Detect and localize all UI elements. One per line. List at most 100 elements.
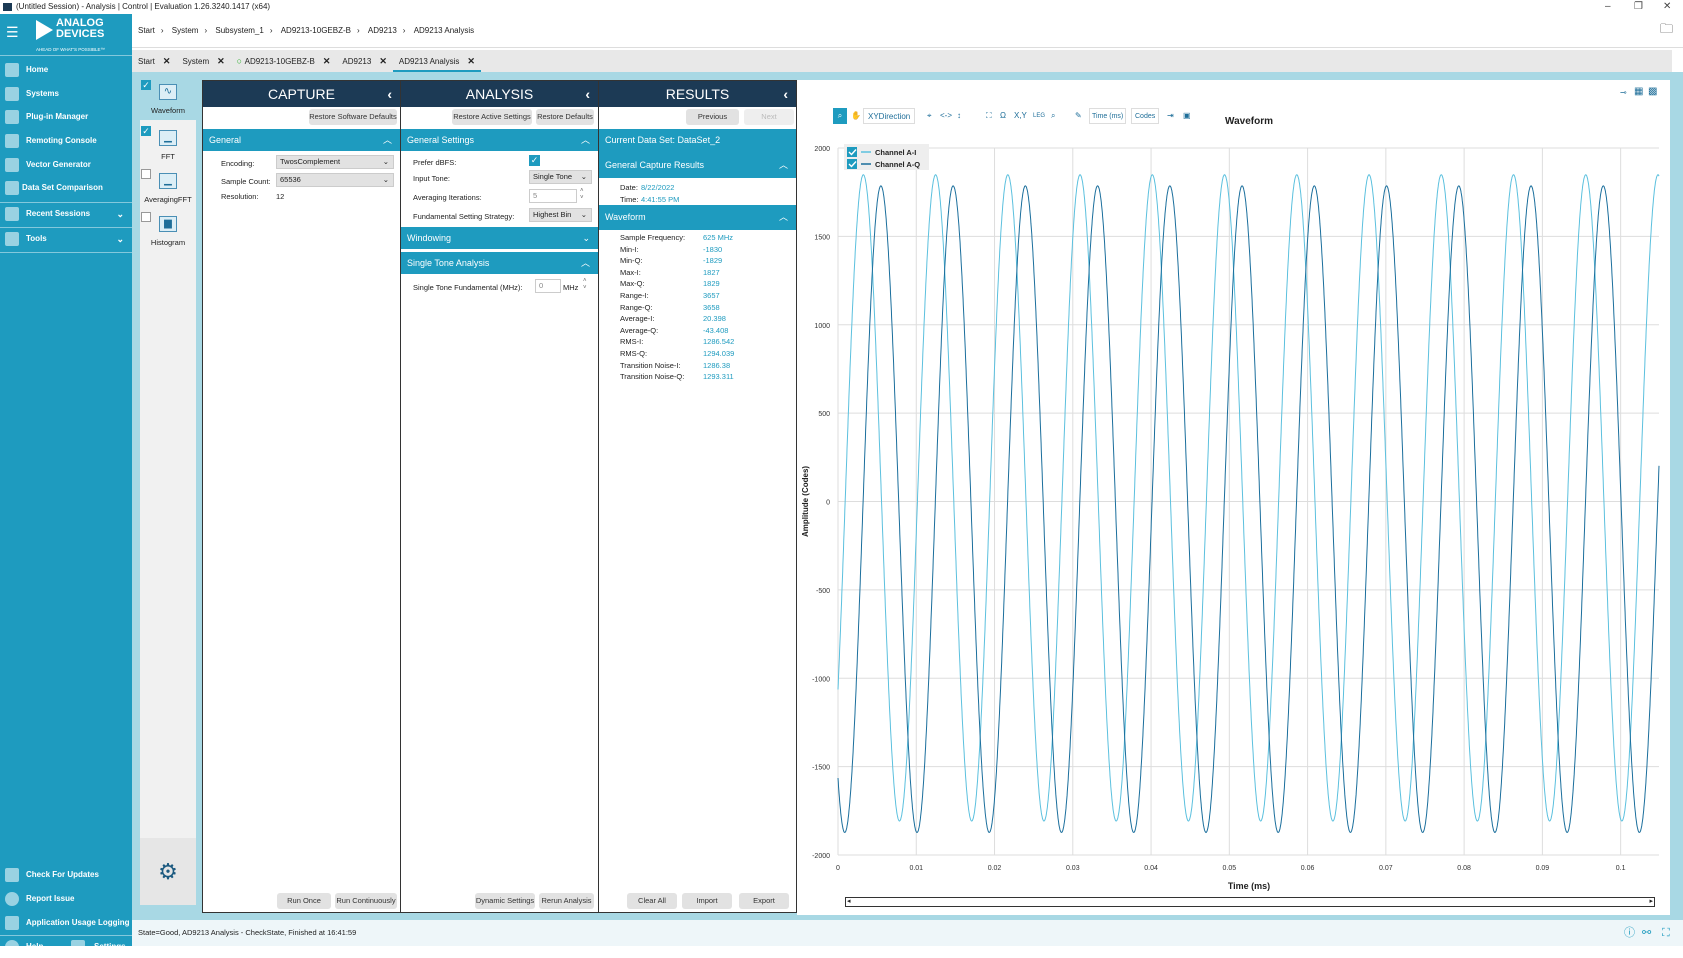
pencil-icon[interactable]: ✎: [1075, 111, 1082, 120]
help-button[interactable]: Help: [0, 936, 66, 958]
crosshair-icon[interactable]: ⌖: [927, 111, 932, 120]
close-tab-icon[interactable]: ✕: [322, 56, 331, 66]
close-tab-icon[interactable]: ✕: [467, 56, 475, 66]
y-unit-select[interactable]: Codes: [1131, 108, 1160, 124]
section-capture-results[interactable]: General Capture Results ︿: [599, 153, 796, 178]
previous-button[interactable]: Previous: [686, 109, 739, 125]
import-button[interactable]: Import: [682, 893, 732, 909]
grid-icon[interactable]: ▦: [1634, 86, 1644, 97]
pin-icon[interactable]: ⊸: [1620, 88, 1627, 97]
fullscreen-icon[interactable]: ⛶: [1662, 927, 1670, 939]
view-fft[interactable]: ✓ ▁ FFT: [140, 124, 196, 166]
horizontal-scrollbar[interactable]: ◂ ▸: [845, 897, 1655, 907]
rerun-analysis-button[interactable]: Rerun Analysis: [539, 893, 594, 909]
sidebar-item-systems[interactable]: Systems: [0, 83, 132, 105]
zoom-icon[interactable]: ⌕: [833, 108, 847, 124]
sidebar-item-recent-sessions[interactable]: Recent Sessions ⌄: [0, 203, 132, 225]
open-folder-icon[interactable]: 🗀: [1660, 21, 1674, 36]
close-tab-icon[interactable]: ✕: [162, 56, 171, 66]
breadcrumb-item[interactable]: AD9213: [367, 26, 397, 35]
stepper-icon[interactable]: ˄ ˅: [583, 278, 587, 291]
checkbox[interactable]: [141, 212, 151, 222]
stepper-icon[interactable]: ˄ ˅: [580, 188, 584, 201]
check-updates-button[interactable]: Check For Updates: [0, 864, 132, 886]
settings-gears-icon[interactable]: ⚙: [140, 838, 196, 905]
report-issue-button[interactable]: Report Issue: [0, 888, 132, 910]
hamburger-menu-icon[interactable]: ☰: [6, 24, 19, 40]
section-windowing[interactable]: Windowing ⌄: [401, 227, 598, 249]
sidebar-item-vector-generator[interactable]: Vector Generator: [0, 154, 132, 176]
section-title: Single Tone Analysis: [407, 258, 490, 268]
network-icon[interactable]: ⚯: [1642, 927, 1652, 939]
close-tab-icon[interactable]: ✕: [379, 56, 387, 66]
sidebar-item-remoting-console[interactable]: Remoting Console: [0, 130, 132, 152]
section-waveform[interactable]: Waveform ︿: [599, 205, 796, 230]
settings-button[interactable]: Settings: [66, 936, 132, 958]
close-tab-icon[interactable]: ✕: [217, 56, 225, 66]
close-button[interactable]: ✕: [1663, 1, 1672, 12]
restore-active-settings-button[interactable]: Restore Active Settings: [452, 109, 532, 125]
breadcrumb-item[interactable]: System: [171, 26, 199, 35]
breadcrumb-item[interactable]: Start: [138, 26, 155, 35]
scroll-left-icon[interactable]: ◂: [847, 898, 851, 905]
breadcrumb-item[interactable]: AD9213 Analysis: [413, 26, 475, 35]
sample-count-select[interactable]: 65536 ⌄: [276, 173, 394, 187]
view-averaging-fft[interactable]: ▁ AveragingFFT: [140, 167, 196, 209]
scroll-right-icon[interactable]: ▸: [1649, 898, 1653, 905]
pan-hand-icon[interactable]: ✋: [851, 111, 861, 120]
view-histogram[interactable]: ▆ Histogram: [140, 210, 196, 252]
clear-all-button[interactable]: Clear All: [627, 893, 677, 909]
export-image-icon[interactable]: ⇥: [1167, 111, 1174, 120]
magnify-icon[interactable]: ⌕: [1051, 111, 1056, 120]
fit-icon[interactable]: ⛶: [986, 111, 992, 120]
export-button[interactable]: Export: [739, 893, 789, 909]
collapse-icon[interactable]: ‹: [387, 86, 392, 102]
sidebar-item-home[interactable]: Home: [0, 59, 132, 81]
section-general[interactable]: General ︿: [203, 129, 400, 151]
run-once-button[interactable]: Run Once: [277, 893, 331, 909]
run-continuously-button[interactable]: Run Continuously: [335, 893, 397, 909]
sidebar-item-data-set-comparison[interactable]: Data Set Comparison: [0, 177, 132, 199]
tab-start[interactable]: Start ✕: [132, 50, 176, 72]
legend-toggle[interactable]: LEG: [1033, 113, 1046, 119]
prefer-dbfs-checkbox[interactable]: ✓: [529, 155, 540, 166]
pan-horizontal-icon[interactable]: <->: [940, 111, 953, 120]
fundamental-strategy-select[interactable]: Highest Bin ⌄: [529, 208, 592, 222]
layout-icon[interactable]: ▩: [1648, 86, 1658, 97]
encoding-select[interactable]: TwosComplement ⌄: [276, 155, 394, 169]
restore-button[interactable]: ❐: [1634, 1, 1643, 12]
next-button[interactable]: Next: [744, 109, 794, 125]
fundamental-input[interactable]: 0: [535, 279, 561, 293]
section-general-settings[interactable]: General Settings ︿: [401, 129, 598, 151]
view-waveform[interactable]: ✓ ∿ Waveform: [140, 78, 196, 120]
input-tone-select[interactable]: Single Tone ⌄: [529, 170, 592, 184]
tab-board[interactable]: ○ AD9213-10GEBZ-B ✕: [231, 50, 337, 72]
collapse-icon[interactable]: ‹: [585, 86, 590, 102]
pan-vertical-icon[interactable]: ↕: [957, 111, 961, 120]
collapse-icon[interactable]: ‹: [783, 86, 788, 102]
usage-logging-button[interactable]: Application Usage Logging: [0, 912, 132, 934]
checkbox[interactable]: [141, 169, 151, 179]
waveform-plot[interactable]: 0 0.01 0.02 0.03 0.04 0.05 0.06 0.07 0.08 0.09 0.1…: [797, 80, 1670, 915]
magnet-icon[interactable]: Ω: [1000, 111, 1006, 120]
restore-software-defaults-button[interactable]: Restore Software Defaults: [309, 109, 397, 125]
xy-toggle[interactable]: X,Y: [1014, 111, 1027, 120]
checkbox[interactable]: ✓: [141, 126, 151, 136]
breadcrumb-item[interactable]: AD9213-10GEBZ-B: [280, 26, 351, 35]
sidebar-item-plugin-manager[interactable]: Plug-in Manager: [0, 106, 132, 128]
tab-analysis[interactable]: AD9213 Analysis ✕: [392, 50, 481, 72]
direction-select[interactable]: XYDirection: [863, 108, 916, 124]
checkbox[interactable]: ✓: [141, 80, 151, 90]
clipboard-icon[interactable]: ▣: [1183, 111, 1191, 120]
tab-system[interactable]: System ✕: [176, 50, 230, 72]
minimize-button[interactable]: –: [1605, 1, 1611, 12]
averaging-iterations-input[interactable]: 5: [529, 189, 577, 203]
info-icon[interactable]: ⓘ: [1624, 927, 1635, 939]
tab-ad9213[interactable]: AD9213 ✕: [336, 50, 392, 72]
section-single-tone[interactable]: Single Tone Analysis ︿: [401, 252, 598, 274]
restore-defaults-button[interactable]: Restore Defaults: [536, 109, 594, 125]
breadcrumb-item[interactable]: Subsystem_1: [215, 26, 264, 35]
dynamic-settings-button[interactable]: Dynamic Settings: [475, 893, 535, 909]
sidebar-item-tools[interactable]: Tools ⌄: [0, 228, 132, 250]
x-unit-select[interactable]: Time (ms): [1089, 108, 1127, 124]
